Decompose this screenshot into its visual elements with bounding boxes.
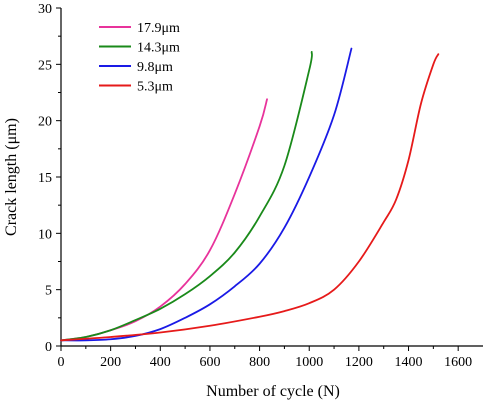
x-tick-label: 400 <box>150 355 171 370</box>
plot-series <box>60 47 440 342</box>
plot-axes: 0 200 400 600 800 1000 1200 1400 1600 0 5 10 15 20 25 3… <box>38 2 483 370</box>
y-tick-label: 0 <box>45 340 52 355</box>
y-axis-title: Crack length (μm) <box>3 118 20 236</box>
x-tick-label: 1000 <box>295 355 323 370</box>
x-axis-title: Number of cycle (N) <box>206 383 340 400</box>
series-line-0 <box>60 98 268 342</box>
series-line-3 <box>60 53 440 342</box>
y-tick-label: 10 <box>38 227 52 242</box>
x-tick-label: 1400 <box>395 355 423 370</box>
x-tick-label: 200 <box>100 355 121 370</box>
x-tick-label: 1600 <box>444 355 472 370</box>
series-line-1 <box>60 51 313 342</box>
legend-label: 17.9μm <box>137 21 180 36</box>
legend-label: 14.3μm <box>137 41 180 56</box>
x-tick-label: 800 <box>249 355 270 370</box>
y-tick-label: 30 <box>38 2 52 17</box>
y-tick-label: 25 <box>38 58 52 73</box>
y-tick-label: 20 <box>38 115 52 130</box>
x-tick-label: 600 <box>199 355 220 370</box>
x-tick-label: 1200 <box>345 355 373 370</box>
series-line-2 <box>60 47 353 342</box>
y-tick-label: 5 <box>45 284 52 299</box>
legend-label: 9.8μm <box>137 60 173 75</box>
y-tick-label: 15 <box>38 171 52 186</box>
legend-label: 5.3μm <box>137 80 173 95</box>
x-tick-label: 0 <box>58 355 65 370</box>
legend: 17.9μm 14.3μm 9.8μm 5.3μm <box>99 21 180 95</box>
